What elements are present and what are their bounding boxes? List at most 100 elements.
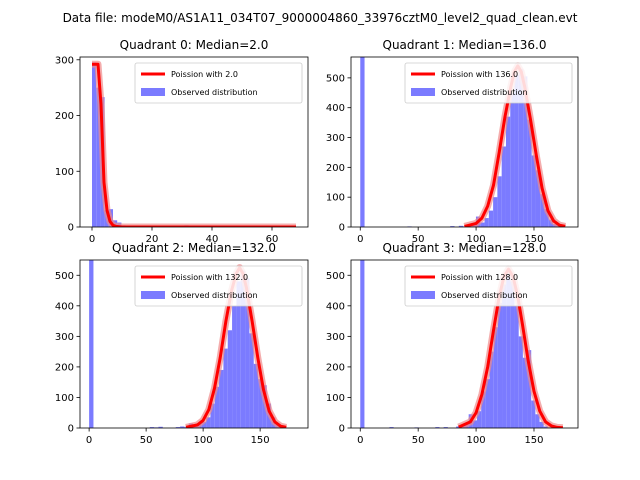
x-tick-label: 0: [89, 234, 95, 245]
x-tick-label: 20: [146, 234, 159, 245]
figure-suptitle: Data file: modeM0/AS1A11_034T07_90000048…: [63, 11, 578, 25]
legend-hist-swatch: [411, 291, 435, 299]
histogram-bar: [214, 386, 220, 428]
histogram-bar: [450, 226, 455, 227]
histogram-bar: [180, 426, 185, 428]
histogram-bar: [456, 426, 461, 428]
histogram-bar: [543, 426, 548, 428]
y-tick-label: 0: [339, 424, 345, 435]
histogram-bar: [527, 119, 532, 227]
histogram-bar: [527, 350, 532, 428]
histogram-bar: [227, 330, 233, 428]
y-tick-label: 0: [68, 223, 74, 234]
quadrant-1-histogram: [360, 57, 562, 227]
quadrant-3-panel: 0 50 100 150 0 100 200 300 400 500 Quadrant 3: Med…: [326, 241, 579, 446]
histogram-bar: [236, 281, 241, 428]
histogram-bar: [497, 176, 502, 227]
x-tick-label: 100: [467, 435, 486, 446]
legend-box: [404, 62, 573, 104]
histogram-bar: [253, 363, 259, 428]
quadrant-3-title: Quadrant 3: Median=128.0: [383, 241, 547, 255]
histogram-bar: [518, 68, 524, 227]
y-tick-label: 200: [326, 362, 345, 373]
y-tick-label: 100: [326, 393, 345, 404]
histogram-bar: [389, 427, 394, 428]
x-tick-label: 60: [266, 234, 279, 245]
y-tick-label: 0: [68, 424, 74, 435]
histogram-bar: [501, 146, 506, 227]
histogram-bar: [485, 379, 490, 428]
legend-hist-swatch: [141, 291, 165, 299]
histogram-bar: [497, 302, 503, 428]
histogram-bar: [531, 155, 536, 227]
histogram-bar: [472, 420, 478, 428]
histogram-bar: [477, 411, 482, 428]
histogram-bar: [219, 369, 224, 428]
x-tick-label: 150: [524, 435, 543, 446]
quadrant-1-legend: Poission with 136.0 Observed distribution: [404, 62, 573, 104]
histogram-bar: [89, 260, 94, 428]
histogram-bar: [258, 379, 263, 428]
quadrant-1-panel: 0 50 100 150 0 100 200 300 400 500 Quadrant 1: Med…: [326, 38, 579, 245]
y-tick-label: 500: [55, 271, 74, 282]
histogram-bar: [206, 417, 211, 428]
histogram-bar: [531, 400, 536, 428]
y-tick-label: 400: [55, 301, 74, 312]
histogram-bar: [458, 225, 464, 227]
x-tick-label: 50: [412, 234, 425, 245]
histogram-bar: [523, 76, 528, 227]
histogram-bar: [488, 210, 494, 227]
poisson-curve: [92, 62, 296, 227]
legend-box: [134, 62, 303, 104]
quadrant-3-histogram: [360, 260, 548, 428]
histogram-bar: [96, 87, 101, 227]
quadrant-0-legend: Poission with 2.0 Observed distribution: [134, 62, 303, 104]
histogram-bar: [240, 270, 246, 428]
x-tick-label: 0: [357, 435, 363, 446]
quadrant-0-curve: [91, 60, 296, 227]
histogram-bar: [506, 273, 511, 428]
histogram-bar: [510, 92, 515, 227]
quadrant-2-legend: Poission with 132.0 Observed distribution: [134, 265, 303, 307]
legend-label-observed: Observed distribution: [441, 88, 528, 97]
histogram-bar: [149, 427, 155, 428]
histogram-bar: [175, 427, 181, 428]
x-tick-label: 150: [251, 435, 270, 446]
histogram-bar: [535, 170, 541, 227]
legend-label-poisson: Poission with 128.0: [441, 273, 518, 282]
y-tick-label: 400: [326, 301, 345, 312]
y-tick-label: 100: [326, 193, 345, 204]
histogram-bar: [539, 421, 544, 428]
legend-box: [404, 265, 573, 307]
histogram-bar: [548, 219, 554, 227]
quadrant-2-panel: 0 50 100 150 0 100 200 300 400 500 Quadrant 2: Med…: [55, 241, 309, 446]
legend-label-poisson: Poission with 132.0: [171, 273, 248, 282]
x-tick-label: 150: [524, 234, 543, 245]
x-tick-label: 0: [86, 435, 92, 446]
histogram-bar: [480, 222, 485, 227]
y-tick-label: 100: [55, 393, 74, 404]
histogram-bar: [484, 218, 489, 227]
x-tick-label: 50: [412, 435, 425, 446]
legend-label-observed: Observed distribution: [171, 88, 258, 97]
legend-label-poisson: Poission with 2.0: [171, 70, 238, 79]
x-tick-label: 100: [467, 234, 486, 245]
histogram-bar: [360, 57, 365, 227]
quadrant-0-axes-frame: [79, 56, 309, 228]
legend-hist-swatch: [141, 88, 165, 96]
histogram-bar: [201, 421, 207, 428]
histogram-bar: [535, 414, 540, 428]
histogram-bar: [489, 351, 494, 428]
legend-box: [134, 265, 303, 307]
histogram-bar: [360, 260, 365, 428]
quadrant-0-panel: 0 20 40 60 0 100 200 300 Quadrant 0: Median=2.0 P…: [55, 38, 309, 245]
histogram-bar: [514, 305, 519, 428]
quadrant-3-legend: Poission with 128.0 Observed distribution: [404, 265, 573, 307]
histogram-bar: [540, 194, 545, 227]
histogram-bar: [493, 197, 498, 227]
histogram-bar: [510, 281, 515, 428]
histogram-bar: [223, 348, 228, 428]
y-tick-label: 400: [326, 103, 345, 114]
quadrant-2-axes-frame: [79, 259, 309, 429]
